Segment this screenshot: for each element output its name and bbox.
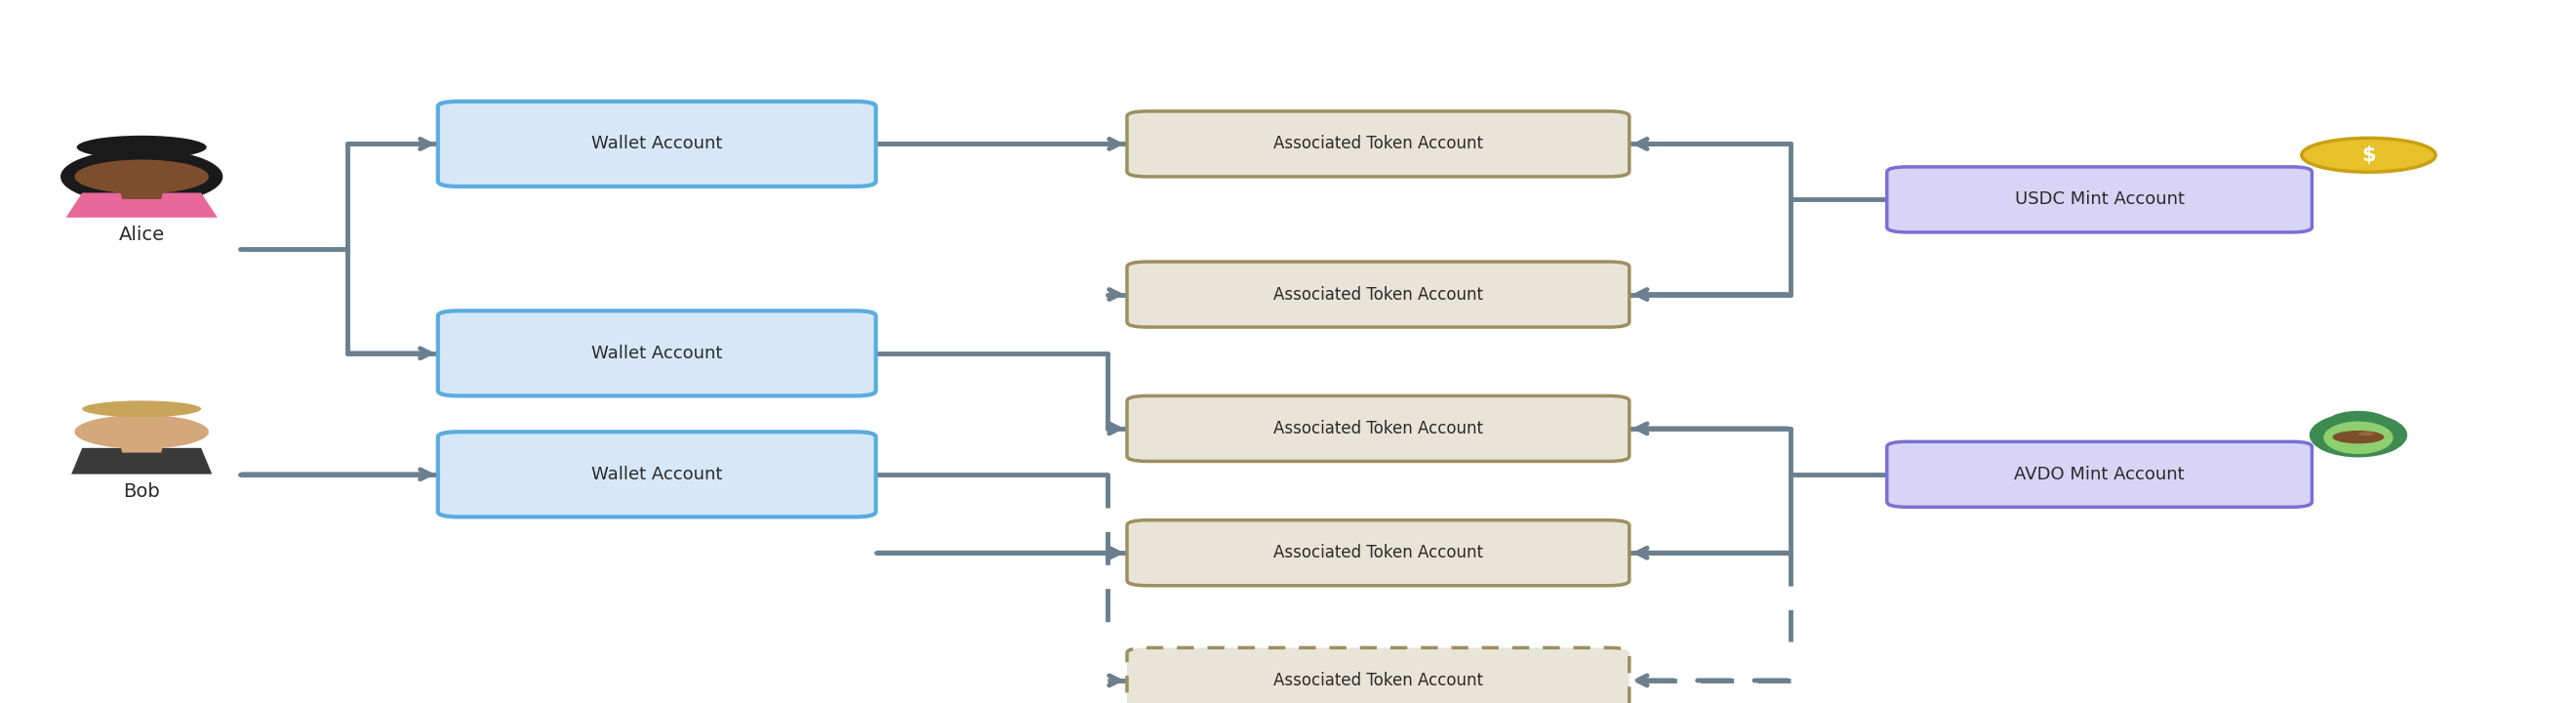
Ellipse shape xyxy=(2311,413,2406,458)
Polygon shape xyxy=(121,445,162,453)
Circle shape xyxy=(75,415,209,449)
FancyBboxPatch shape xyxy=(1886,167,2313,232)
FancyBboxPatch shape xyxy=(438,432,876,517)
FancyBboxPatch shape xyxy=(1128,520,1631,586)
FancyBboxPatch shape xyxy=(438,101,876,186)
Text: Associated Token Account: Associated Token Account xyxy=(1273,135,1484,153)
Text: Associated Token Account: Associated Token Account xyxy=(1273,671,1484,689)
Text: Alice: Alice xyxy=(118,226,165,245)
FancyBboxPatch shape xyxy=(1886,441,2313,507)
FancyBboxPatch shape xyxy=(1128,396,1631,461)
Text: Wallet Account: Wallet Account xyxy=(592,465,721,483)
Text: USDC Mint Account: USDC Mint Account xyxy=(2014,191,2184,208)
Text: Wallet Account: Wallet Account xyxy=(592,135,721,153)
Ellipse shape xyxy=(59,149,222,204)
Text: Associated Token Account: Associated Token Account xyxy=(1273,285,1484,303)
Polygon shape xyxy=(72,448,211,474)
Circle shape xyxy=(2334,430,2385,444)
Ellipse shape xyxy=(2326,411,2391,436)
Polygon shape xyxy=(121,191,162,199)
Text: Associated Token Account: Associated Token Account xyxy=(1273,544,1484,562)
Circle shape xyxy=(75,160,209,194)
Text: Wallet Account: Wallet Account xyxy=(592,344,721,362)
Polygon shape xyxy=(67,193,216,217)
Text: $: $ xyxy=(2362,146,2375,165)
Circle shape xyxy=(2360,432,2375,436)
FancyBboxPatch shape xyxy=(438,311,876,396)
Text: AVDO Mint Account: AVDO Mint Account xyxy=(2014,465,2184,483)
FancyBboxPatch shape xyxy=(1128,647,1631,703)
FancyBboxPatch shape xyxy=(1128,262,1631,327)
Text: Associated Token Account: Associated Token Account xyxy=(1273,420,1484,437)
Circle shape xyxy=(2303,138,2437,172)
FancyBboxPatch shape xyxy=(1128,111,1631,176)
Ellipse shape xyxy=(77,136,206,159)
Ellipse shape xyxy=(82,401,201,417)
Ellipse shape xyxy=(2324,421,2393,454)
Text: Bob: Bob xyxy=(124,482,160,501)
